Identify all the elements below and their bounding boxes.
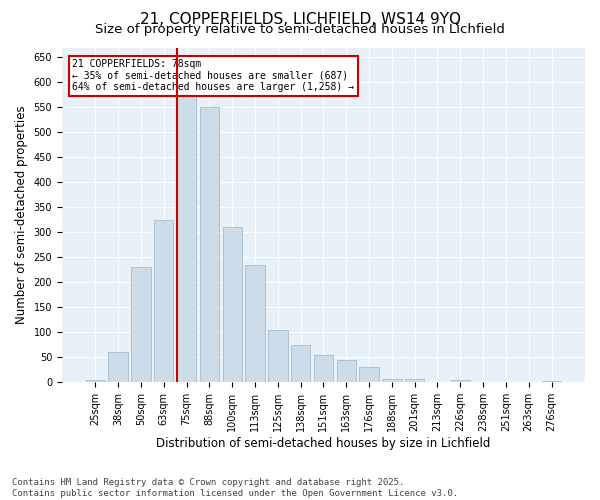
Bar xyxy=(337,360,356,382)
Bar xyxy=(154,220,173,382)
Bar xyxy=(200,108,219,382)
X-axis label: Distribution of semi-detached houses by size in Lichfield: Distribution of semi-detached houses by … xyxy=(156,437,491,450)
Text: 21 COPPERFIELDS: 78sqm
← 35% of semi-detached houses are smaller (687)
64% of se: 21 COPPERFIELDS: 78sqm ← 35% of semi-det… xyxy=(73,59,355,92)
Text: Size of property relative to semi-detached houses in Lichfield: Size of property relative to semi-detach… xyxy=(95,22,505,36)
Text: Contains HM Land Registry data © Crown copyright and database right 2025.
Contai: Contains HM Land Registry data © Crown c… xyxy=(12,478,458,498)
Bar xyxy=(86,380,105,382)
Bar xyxy=(359,368,379,382)
Bar xyxy=(245,265,265,382)
Text: 21, COPPERFIELDS, LICHFIELD, WS14 9YQ: 21, COPPERFIELDS, LICHFIELD, WS14 9YQ xyxy=(139,12,461,28)
Bar xyxy=(382,379,401,382)
Bar xyxy=(268,330,287,382)
Bar xyxy=(109,352,128,382)
Bar xyxy=(291,345,310,383)
Bar xyxy=(131,268,151,382)
Bar xyxy=(223,228,242,382)
Bar xyxy=(451,380,470,382)
Bar xyxy=(314,355,333,382)
Bar xyxy=(542,381,561,382)
Bar xyxy=(177,82,196,382)
Bar xyxy=(405,379,424,382)
Y-axis label: Number of semi-detached properties: Number of semi-detached properties xyxy=(15,106,28,324)
